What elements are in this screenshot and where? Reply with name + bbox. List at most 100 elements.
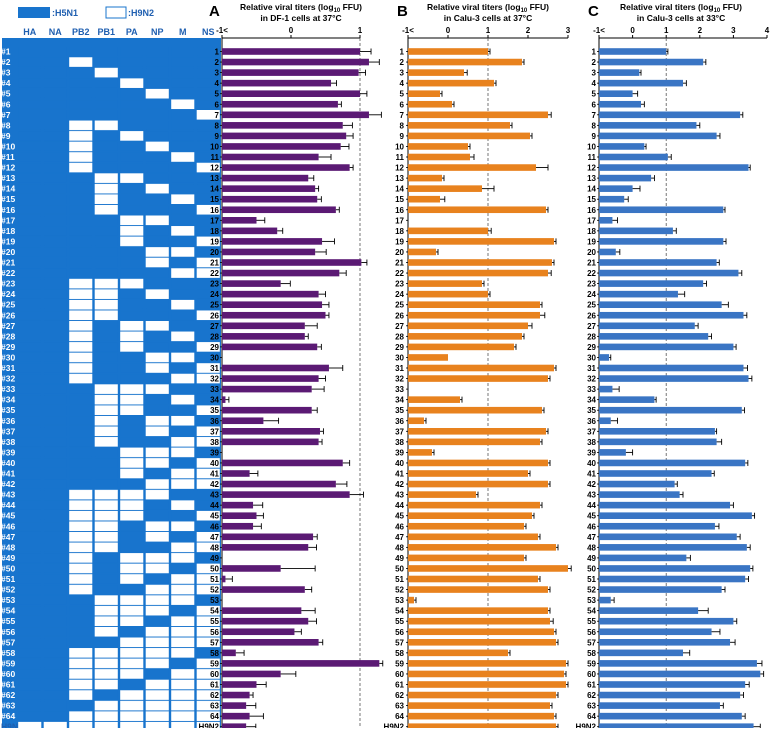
genotype-cell-h5n1 [94,584,118,595]
genotype-cell-h5n1 [196,215,220,226]
genotype-cell-h9n2 [145,320,169,331]
genotype-cell-h5n1 [171,215,195,226]
genotype-cell-h5n1 [43,247,67,257]
genotype-row-label: #10 [1,141,15,151]
genotype-cell-h5n1 [18,437,42,447]
genotype-cell-h5n1 [43,320,67,331]
genotype-cell-h5n1 [69,595,93,605]
genotype-row-label: #58 [1,648,15,658]
genotype-cell-h9n2 [120,711,144,721]
genotype-cell-h5n1 [145,268,169,278]
bar [599,354,610,361]
genotype-cell-h9n2 [145,426,169,437]
genotype-cell-h5n1 [18,310,42,321]
category-label: 29 [587,343,596,352]
bar [222,533,314,541]
genotype-cell-h9n2 [171,226,195,236]
genotype-cell-h9n2 [94,415,118,426]
genotype-cell-h9n2 [196,637,220,648]
bar [408,290,488,298]
category-label: 50 [395,564,404,573]
genotype-cell-h5n1 [171,563,195,574]
segment-header: PB1 [97,27,115,37]
bar [599,522,715,530]
category-label: 64 [395,712,404,721]
genotype-cell-h5n1 [18,616,42,627]
bar [222,301,323,308]
genotype-cell-h5n1 [145,405,169,416]
bar [599,132,717,140]
genotype-cell-h5n1 [43,648,67,658]
genotype-cell-h5n1 [120,110,144,120]
genotype-row-label: #27 [1,321,15,331]
x-axis-tick-label: 1 [358,26,363,35]
category-label: 43 [395,491,404,500]
genotype-cell-h5n1 [120,194,144,204]
category-label: 4 [592,79,597,88]
genotype-cell-h5n1 [171,46,195,57]
bar [408,280,482,287]
bar [599,48,667,55]
category-label: 22 [210,269,219,278]
bar [599,290,678,298]
genotype-cell-h9n2 [145,88,169,99]
genotype-cell-h5n1 [18,236,42,247]
genotype-cell-h9n2 [69,162,93,173]
bar [408,712,554,720]
genotype-cell-h9n2 [171,669,195,679]
genotype-row-label: #12 [1,163,15,173]
genotype-cell-h5n1 [43,310,67,321]
genotype-cell-h5n1 [145,500,169,510]
bar [408,670,564,678]
category-label: 20 [395,248,404,257]
category-label: 57 [587,638,596,647]
genotype-cell-h9n2 [120,721,144,732]
genotype-row-label: #13 [1,173,15,183]
genotype-cell-h5n1 [43,67,67,78]
genotype-cell-h5n1 [69,479,93,489]
genotype-cell-h5n1 [43,468,67,479]
bar [222,628,295,636]
genotype-cell-h5n1 [18,352,42,363]
genotype-row-label: #29 [1,342,15,352]
category-label: 10 [395,142,404,151]
genotype-row-label: #3 [1,68,11,78]
genotype-cell-h5n1 [171,120,195,131]
genotype-row-label: #39 [1,447,15,457]
category-label: 31 [395,364,404,373]
genotype-cell-h5n1 [171,384,195,394]
category-label: 2 [215,58,220,67]
genotype-cell-h9n2 [171,648,195,658]
genotype-cell-h5n1 [43,373,67,384]
genotype-cell-h9n2 [69,521,93,532]
genotype-row-label: #59 [1,658,15,668]
category-label: 6 [215,100,220,109]
genotype-cell-h5n1 [145,67,169,78]
bar [408,470,528,477]
genotype-cell-h5n1 [43,637,67,648]
genotype-cell-h9n2 [120,78,144,88]
bar [599,628,712,636]
genotype-cell-h9n2 [196,363,220,373]
genotype-cell-h5n1 [196,173,220,183]
category-label: 6 [400,100,405,109]
bar [599,417,611,425]
bar [408,322,528,330]
bar [222,122,343,129]
genotype-cell-h9n2 [120,394,144,405]
genotype-cell-h9n2 [196,204,220,215]
bar [222,174,309,182]
genotype-row-label: #34 [1,395,15,405]
panel-c-chart: C Relative viral titers (log10 FFU)in Cal… [576,2,770,732]
genotype-row-label: #17 [1,215,15,225]
genotype-cell-h5n1 [43,426,67,437]
category-label: 44 [395,501,404,510]
category-label: 2 [592,58,597,67]
genotype-cell-h9n2 [120,553,144,563]
genotype-cell-h9n2 [120,690,144,700]
genotype-cell-h9n2 [94,711,118,721]
genotype-cell-h5n1 [18,563,42,574]
genotype-cell-h9n2 [69,658,93,669]
x-axis-tick-label: 0 [446,26,451,35]
